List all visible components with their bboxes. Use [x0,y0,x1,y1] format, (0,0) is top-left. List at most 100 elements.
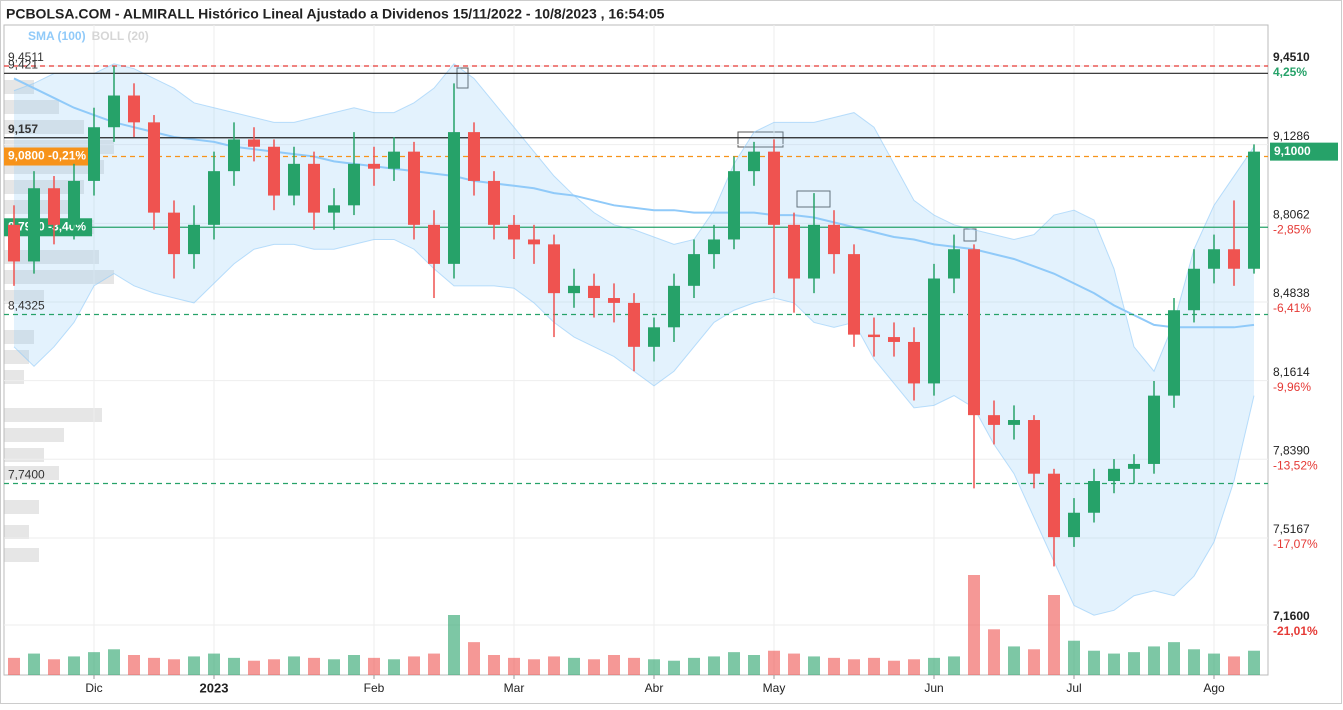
volume-bar [668,660,680,675]
volume-bar [1048,595,1060,675]
level-box [4,147,93,166]
volume-bar [468,642,480,675]
level-label: 8,7900 -3,40% [8,219,86,233]
sma-line [13,77,1255,329]
boll-upper [13,63,1255,373]
volume-bar [428,653,440,675]
y-tick-pct: 4,25% [1273,65,1307,79]
level-label: 9,0800 -0,21% [8,149,86,163]
candle-body [308,163,320,213]
x-tick-label: Dic [85,681,102,695]
y-tick-label: 8,1614 [1273,365,1310,379]
volume-bar [68,656,80,675]
legend-entry: BOLL (20) [92,29,149,43]
volume-bar [1208,653,1220,675]
volume-bar [408,656,420,675]
y-tick-pct: -6,41% [1273,301,1311,315]
volume-bar [988,629,1000,675]
candle-body [28,188,40,262]
volume-bar [228,657,240,675]
candle-body [108,95,120,128]
candle-body [488,180,500,225]
volume-bar [108,649,120,675]
volume-bar [1248,650,1260,675]
volume-bar [288,656,300,675]
candle-body [968,249,980,416]
volume-bar [528,659,540,675]
x-tick-label: Jun [924,681,943,695]
candle-body [248,139,260,147]
candle-body [828,224,840,255]
candle-body [448,132,460,264]
candle-body [128,95,140,123]
volume-bar [868,657,880,675]
volume-bar [168,659,180,675]
candle-body [1108,468,1120,482]
y-tick-pct: -17,07% [1273,537,1318,551]
volume-bar [88,652,100,675]
x-tick-label: May [763,681,786,695]
candle-body [588,285,600,299]
candle-body [1068,512,1080,538]
volume-bar [8,657,20,675]
candle-body [328,205,340,213]
y-tick-pct: -2,85% [1273,222,1311,236]
volume-bar [688,657,700,675]
x-tick-label: Feb [364,681,385,695]
level-label: 9,157 [8,122,38,136]
volume-bar [1088,650,1100,675]
level-label: 9,421 [8,57,38,71]
volume-bar [328,659,340,675]
candle-body [1248,151,1260,269]
volume-bar [788,653,800,675]
candle-body [1168,310,1180,396]
candle-body [548,244,560,294]
level-tag: 9,0800 -0,21% [4,147,93,166]
candle-body [1188,268,1200,311]
volume-bar [248,660,260,675]
volume-bar [188,656,200,675]
volume-bar [888,660,900,675]
y-tick-label: 7,1600 [1273,609,1310,623]
volume-bar [568,657,580,675]
volume-bar [908,659,920,675]
volume-bar [1128,652,1140,675]
volume-bar [968,575,980,675]
volume-bar [828,657,840,675]
y-tick-label: 9,1286 [1273,129,1310,143]
volume-bar [928,657,940,675]
candle-body [68,180,80,225]
volume-bar [948,656,960,675]
volume-bar [628,657,640,675]
volume-bar [1188,649,1200,675]
volume-bar [488,655,500,675]
candle-body [208,171,220,225]
x-tick-label: Abr [645,681,664,695]
candle-body [668,285,680,328]
candle-body [928,278,940,384]
last-price-box [1270,142,1338,161]
x-tick-label: Jul [1066,681,1081,695]
y-tick-pct: -9,96% [1273,380,1311,394]
volume-bar [1068,640,1080,675]
candle-body [888,337,900,342]
level-label: 7,7400 [8,468,45,482]
volume-bar [308,657,320,675]
candle-body [508,224,520,240]
y-tick-label: 8,8062 [1273,207,1310,221]
volume-bar [268,659,280,675]
volume-bar [588,659,600,675]
candle-body [908,341,920,384]
volume-bar [608,655,620,675]
volume-bar [1228,656,1240,675]
candle-body [148,122,160,213]
volume-bar [808,656,820,675]
candle-body [788,224,800,279]
candle-body [608,298,620,303]
y-tick-label: 8,4838 [1273,286,1310,300]
x-tick-label: 2023 [200,680,229,695]
volume-bar [388,659,400,675]
candle-body [868,334,880,338]
candle-body [528,239,540,245]
